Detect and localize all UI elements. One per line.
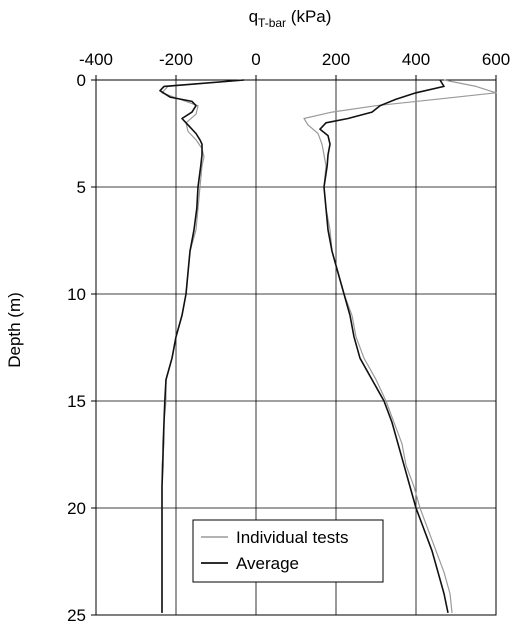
series-line-average	[159, 79, 245, 613]
x-tick-label: 200	[322, 50, 350, 69]
y-axis-title: Depth (m)	[5, 292, 24, 368]
x-axis-title-unit: (kPa)	[286, 7, 331, 26]
x-axis-title-sub: T-bar	[258, 16, 286, 30]
x-tick-label: -200	[159, 50, 193, 69]
series-line-average	[319, 79, 449, 614]
legend-label-individual: Individual tests	[236, 528, 348, 547]
legend: Individual tests Average	[192, 519, 384, 583]
x-tick-label: -400	[79, 50, 113, 69]
x-tick-label: 0	[251, 50, 260, 69]
x-axis-title: qT-bar (kPa)	[249, 7, 332, 30]
x-axis-title-main: q	[249, 7, 258, 26]
y-tick-label: 10	[67, 285, 86, 304]
y-tick-label: 5	[77, 178, 86, 197]
y-tick-label: 0	[77, 71, 86, 90]
y-tick-label: 20	[67, 499, 86, 518]
x-tick-label: 400	[402, 50, 430, 69]
y-tick-label: 15	[67, 392, 86, 411]
legend-box	[192, 519, 384, 583]
y-tick-label: 25	[67, 606, 86, 625]
legend-label-average: Average	[236, 554, 299, 573]
x-tick-label: 600	[482, 50, 510, 69]
plot-area: -400 -200 0 200 400 600 0 5 10 15 20 25	[67, 50, 510, 625]
